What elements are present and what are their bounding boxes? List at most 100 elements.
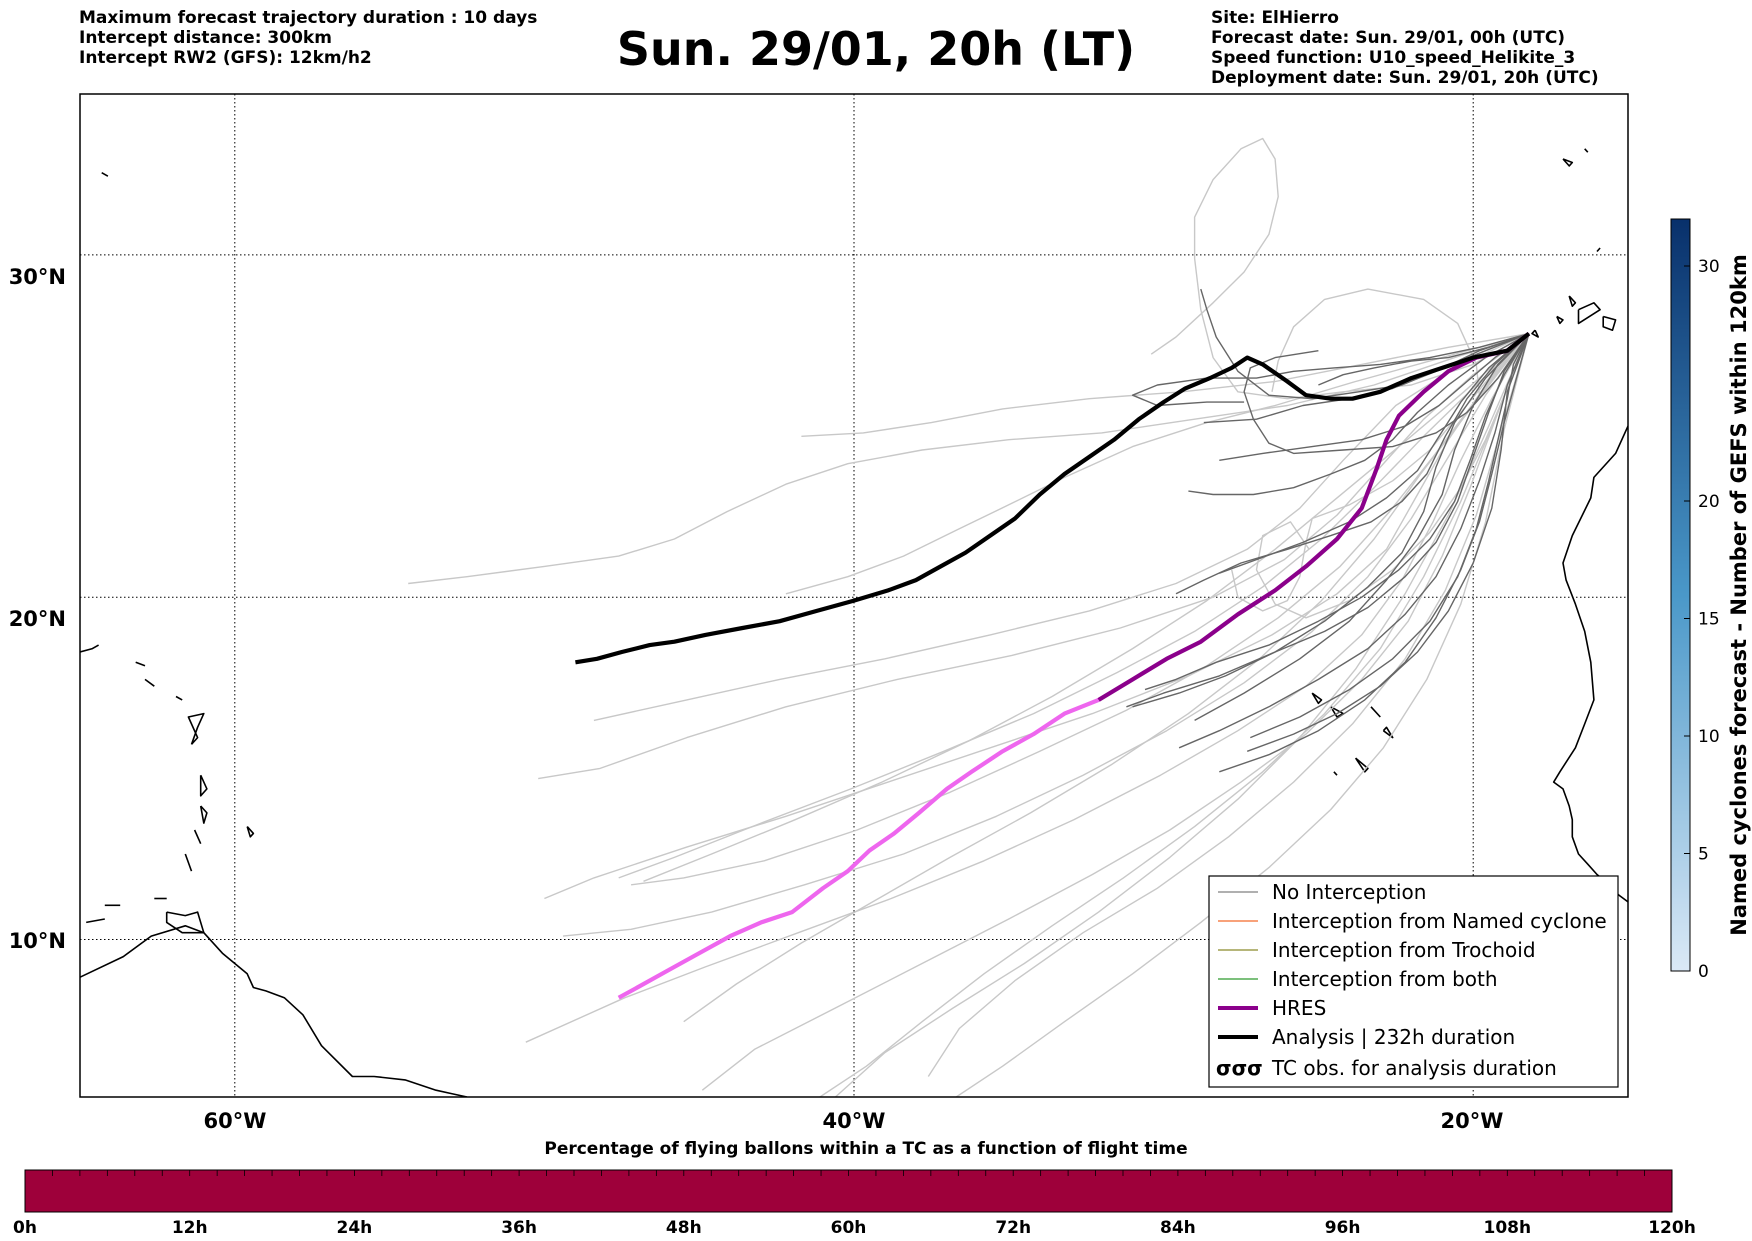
- coastline: [1354, 757, 1369, 773]
- coastline: [184, 853, 193, 872]
- trajectory-no-interception: [1250, 333, 1530, 739]
- trajectory-light: [785, 332, 1530, 595]
- coastline: [1556, 315, 1564, 325]
- trajectory-light: [701, 333, 1530, 1091]
- trajectory-no-interception: [1219, 333, 1530, 773]
- coastline: [1382, 726, 1394, 739]
- colorbar-gradient: [1670, 218, 1691, 972]
- right-colorbar: 0 5 10 15 20 30 Named cyclones forecast - Num…: [1670, 218, 1751, 982]
- map-area[interactable]: [80, 94, 1662, 1097]
- lat-label-20n: 20°N: [9, 607, 66, 631]
- trajectory-light: [801, 332, 1530, 437]
- coastline: [135, 661, 146, 667]
- legend-label: Interception from Named cyclone: [1272, 909, 1607, 933]
- coastline: [1531, 329, 1539, 338]
- info-speed-function: Speed function: U10_speed_Helikite_3: [1211, 48, 1576, 68]
- flight-time-tick-labels: 0h 12h 24h 36h 48h 60h 72h 84h 96h 108h …: [13, 1218, 1696, 1238]
- coastline: [199, 805, 208, 824]
- coastline: [1602, 315, 1617, 332]
- info-intercept-distance: Intercept distance: 300km: [79, 28, 332, 48]
- coastline: [1562, 158, 1574, 167]
- trajectory-light: [927, 333, 1530, 1077]
- bottom-colorbar: Percentage of flying ballons within a TC…: [13, 1139, 1696, 1238]
- bottom-colorbar-title: Percentage of flying ballons within a TC…: [544, 1139, 1187, 1159]
- time-tick-60h: 60h: [831, 1218, 867, 1238]
- coastline: [187, 712, 205, 745]
- trajectory-no-interception: [1194, 333, 1530, 722]
- hres-trajectory: [617, 331, 1531, 1000]
- trajectory-light: [643, 333, 1530, 882]
- info-forecast-date: Forecast date: Sun. 29/01, 00h (UTC): [1211, 28, 1566, 48]
- time-tick-36h: 36h: [501, 1218, 537, 1238]
- no-interception-trajectories: [1126, 288, 1530, 773]
- trajectory-light: [593, 332, 1530, 722]
- time-tick-96h: 96h: [1325, 1218, 1361, 1238]
- legend-label: Interception from Trochoid: [1272, 938, 1536, 962]
- lat-label-10n: 10°N: [9, 929, 66, 953]
- trajectory-light: [819, 333, 1530, 1097]
- legend-item-analysis: Analysis | 232h duration: [1218, 1025, 1515, 1049]
- coastline: [1333, 771, 1338, 776]
- flight-time-minor-ticks: [52, 1170, 1645, 1176]
- colorbar-tick-label: 10: [1698, 727, 1720, 747]
- colorbar-tick-label: 5: [1698, 845, 1709, 865]
- trajectory-light: [955, 333, 1530, 1097]
- cyclone-symbol-icon: σσσ: [1216, 1056, 1263, 1080]
- trajectory-no-interception: [1219, 333, 1530, 574]
- hres-track-late: [617, 697, 1100, 1000]
- trajectory-light: [834, 333, 1530, 1097]
- longitude-labels: 60°W 40°W 20°W: [204, 1109, 1504, 1133]
- trajectory-light: [618, 333, 1530, 879]
- forecast-info-left: Maximum forecast trajectory duration : 1…: [79, 8, 537, 68]
- info-max-duration: Maximum forecast trajectory duration : 1…: [79, 8, 538, 28]
- trajectory-light: [544, 333, 1530, 900]
- colorbar-tick-label: 30: [1698, 257, 1720, 277]
- trajectory-light: [538, 333, 1530, 780]
- time-tick-108h: 108h: [1484, 1218, 1532, 1238]
- trajectory-light: [1231, 333, 1530, 612]
- coastline: [101, 172, 109, 177]
- legend-item-tc-obs: σσσ TC obs. for analysis duration: [1216, 1056, 1557, 1080]
- trajectory-light: [1150, 137, 1530, 400]
- coastline: [1644, 303, 1663, 320]
- legend-label: HRES: [1272, 996, 1326, 1020]
- coastline: [86, 918, 105, 924]
- trajectory-light: [631, 333, 1530, 886]
- colorbar-tick-label: 0: [1698, 962, 1709, 982]
- lat-label-30n: 30°N: [9, 265, 66, 289]
- time-tick-84h: 84h: [1160, 1218, 1196, 1238]
- trajectory-no-interception: [1132, 333, 1530, 708]
- info-site: Site: ElHierro: [1211, 8, 1339, 28]
- colorbar-ticks: 0 5 10 15 20 30: [1684, 257, 1720, 982]
- legend-item-named-cyclone: Interception from Named cyclone: [1218, 909, 1607, 933]
- coastline: [1370, 706, 1381, 718]
- coastline: [175, 695, 183, 701]
- trajectory-no-interception: [1188, 332, 1530, 496]
- coastline: [144, 678, 155, 687]
- time-tick-72h: 72h: [995, 1218, 1031, 1238]
- time-tick-120h: 120h: [1648, 1218, 1696, 1238]
- legend-item-no-interception: No Interception: [1218, 880, 1426, 904]
- hres-track-early: [1097, 331, 1531, 702]
- coastline: [1330, 706, 1344, 718]
- trajectory-no-interception: [1175, 333, 1530, 595]
- coastline: [80, 644, 99, 653]
- coastline: [1552, 425, 1628, 903]
- lon-label-20w: 20°W: [1441, 1109, 1504, 1133]
- forecast-info-right: Site: ElHierro Forecast date: Sun. 29/01…: [1211, 8, 1599, 88]
- legend-label: TC obs. for analysis duration: [1271, 1056, 1557, 1080]
- info-intercept-rw2: Intercept RW2 (GFS): 12km/h2: [79, 48, 372, 68]
- graticule: [80, 94, 1628, 1097]
- time-tick-24h: 24h: [337, 1218, 373, 1238]
- info-deployment-date: Deployment date: Sun. 29/01, 20h (UTC): [1211, 68, 1599, 88]
- legend-label: Analysis | 232h duration: [1272, 1025, 1515, 1049]
- trajectory-light: [562, 333, 1530, 937]
- lon-label-40w: 40°W: [823, 1109, 886, 1133]
- legend-item-both: Interception from both: [1218, 967, 1498, 991]
- coastline: [1596, 247, 1601, 253]
- legend-item-hres: HRES: [1218, 996, 1326, 1020]
- colorbar-title: Named cyclones forecast - Number of GEFS…: [1727, 254, 1751, 935]
- trajectory-no-interception: [1144, 333, 1530, 691]
- trajectory-no-interception: [1318, 332, 1530, 386]
